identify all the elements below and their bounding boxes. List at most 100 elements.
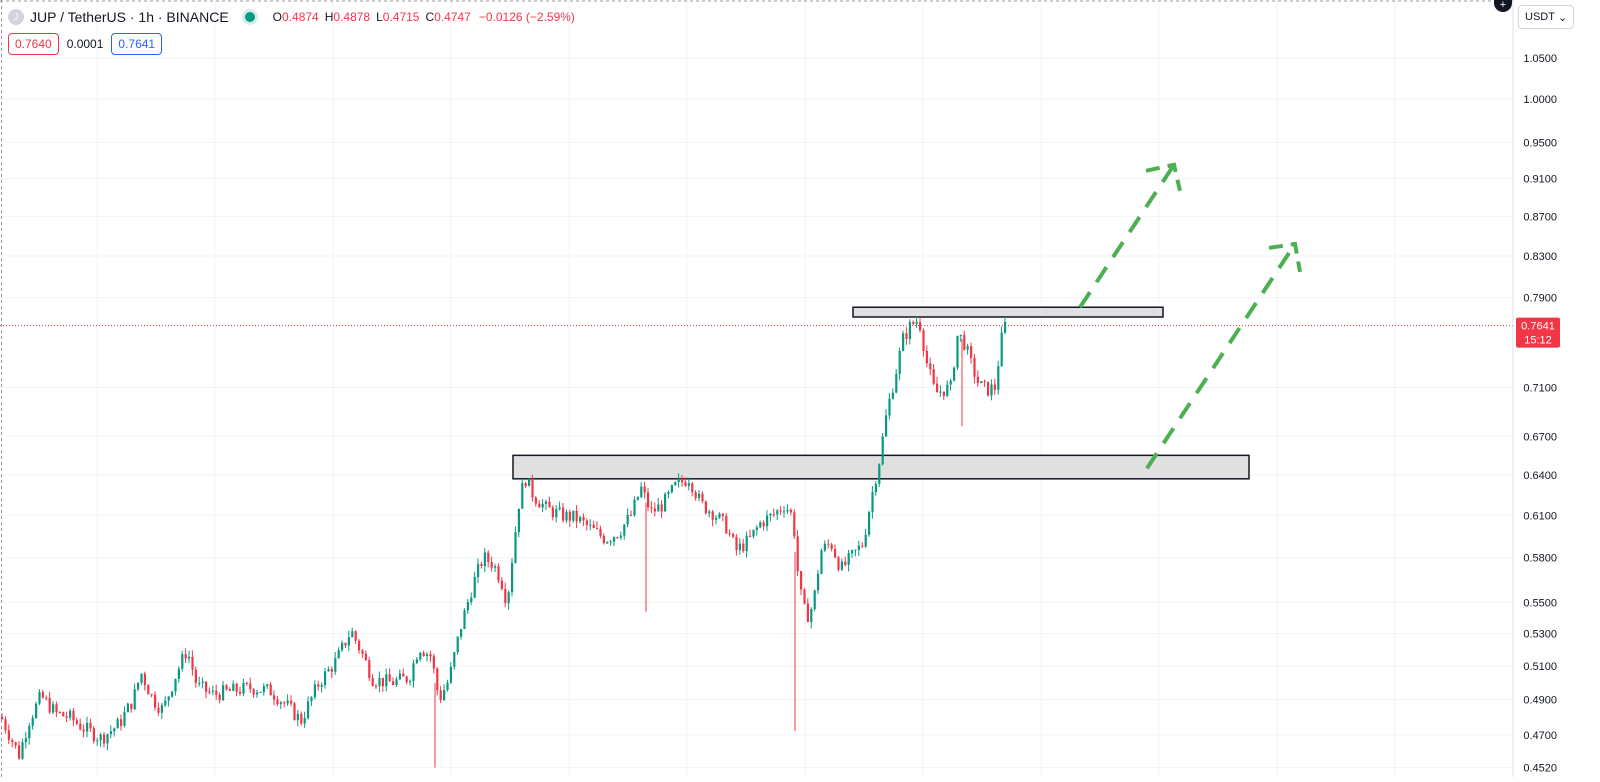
- candle-body: [181, 654, 184, 669]
- candle-body: [602, 535, 605, 543]
- candle-body: [249, 683, 252, 690]
- candle: [432, 653, 435, 674]
- candle: [412, 659, 415, 688]
- candle-body: [562, 507, 565, 521]
- candle-body: [48, 698, 51, 713]
- price-tick-label: 0.5100: [1523, 661, 1557, 673]
- candle: [844, 556, 847, 567]
- zone-rectangle: [512, 454, 1250, 480]
- candle-body: [96, 740, 99, 742]
- candle-body: [823, 543, 826, 551]
- candle: [735, 534, 738, 556]
- candle: [89, 718, 92, 733]
- candle: [75, 717, 78, 726]
- candle-body: [579, 517, 582, 522]
- candle: [681, 475, 684, 487]
- candle: [130, 703, 133, 713]
- candle: [21, 738, 24, 760]
- candle-body: [177, 668, 180, 679]
- candle: [276, 695, 279, 707]
- candle-body: [942, 391, 945, 397]
- candle: [35, 701, 38, 720]
- candle-body: [344, 642, 347, 646]
- candle: [470, 592, 473, 605]
- candle-body: [538, 503, 541, 508]
- candle-body: [735, 536, 738, 551]
- candle: [38, 689, 41, 706]
- candle: [953, 366, 956, 382]
- price-tick-label: 0.5500: [1523, 597, 1557, 609]
- candle: [1000, 326, 1003, 367]
- candle: [429, 650, 432, 663]
- candle: [242, 678, 245, 697]
- candle: [973, 353, 976, 384]
- price-tick-label: 0.6700: [1523, 431, 1557, 443]
- candle: [517, 508, 520, 538]
- candle-body: [592, 524, 595, 529]
- candle: [647, 488, 650, 512]
- currency-selector[interactable]: USDT ⌄: [1518, 5, 1575, 29]
- candle: [817, 569, 820, 595]
- candle-body: [953, 367, 956, 381]
- jup-logo-icon: J: [8, 9, 24, 25]
- current-price-badge: [1516, 317, 1560, 348]
- candle-body: [473, 576, 476, 598]
- candle: [596, 521, 599, 530]
- candle: [52, 701, 55, 715]
- grid-lines: [0, 0, 1513, 777]
- candle: [993, 378, 996, 395]
- buy-price-button[interactable]: 0.7641: [111, 33, 163, 55]
- sell-price-button[interactable]: 0.7640: [8, 33, 59, 55]
- candle: [766, 510, 769, 532]
- candle-body: [290, 700, 293, 704]
- candle: [521, 478, 524, 509]
- candle-body: [368, 660, 371, 679]
- candle: [650, 501, 653, 514]
- candle-body: [752, 529, 755, 537]
- market-status-icon[interactable]: [244, 12, 255, 22]
- candle-body: [589, 524, 592, 526]
- candle: [147, 684, 150, 695]
- candle-body: [888, 398, 891, 416]
- candle-body: [813, 590, 816, 610]
- candle: [327, 666, 330, 672]
- candle: [140, 673, 143, 686]
- candle: [912, 320, 915, 326]
- candle-body: [936, 383, 939, 393]
- candle-body: [381, 677, 384, 687]
- candle-body: [874, 483, 877, 493]
- candle: [725, 513, 728, 535]
- candle: [446, 679, 449, 692]
- candle: [487, 550, 490, 568]
- add-symbol-button[interactable]: +: [1494, 0, 1512, 12]
- symbol-title[interactable]: JUP / TetherUS · 1h · BINANCE: [30, 9, 229, 25]
- candle: [201, 677, 204, 689]
- price-axis-background: [1513, 0, 1600, 777]
- candle: [701, 491, 704, 504]
- candle: [779, 505, 782, 516]
- candle-body: [497, 566, 500, 581]
- candle-body: [208, 691, 211, 693]
- candle: [167, 696, 170, 707]
- candle: [409, 679, 412, 686]
- candle-body: [137, 682, 140, 690]
- candle-body: [786, 509, 789, 512]
- candle-body: [395, 679, 398, 685]
- candle-body: [684, 482, 687, 486]
- candle: [45, 695, 48, 701]
- candle-body: [783, 511, 786, 513]
- candle-body: [262, 686, 265, 692]
- candle-body: [201, 681, 204, 683]
- candle-body: [205, 681, 208, 692]
- candle: [997, 360, 1000, 395]
- candle-body: [194, 669, 197, 683]
- price-tick-label: 0.6100: [1523, 510, 1557, 522]
- candle-body: [993, 384, 996, 390]
- candle-body: [793, 512, 796, 537]
- candle: [575, 505, 578, 528]
- candle-body: [470, 597, 473, 603]
- candle-body: [534, 497, 537, 504]
- candle-body: [830, 544, 833, 549]
